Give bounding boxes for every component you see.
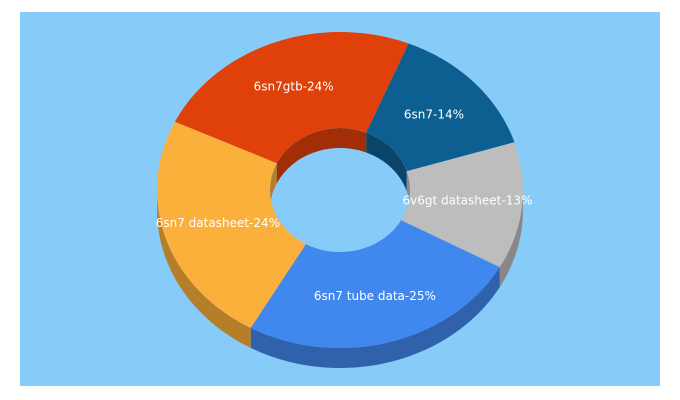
slice: [157, 121, 306, 328]
slice-label: 6sn7 tube data-25%: [314, 289, 436, 303]
slice-label: 6v6gt datasheet-13%: [403, 194, 533, 208]
slice-label: 6sn7-14%: [404, 107, 464, 121]
slice: [366, 43, 515, 172]
slice-inner-side: [276, 128, 367, 184]
slice-side: [157, 190, 251, 348]
slice-label: 6sn7 datasheet-24%: [156, 216, 280, 230]
slice-inner-side: [366, 132, 407, 192]
slice: [174, 32, 409, 164]
slice-side: [250, 267, 500, 368]
slice-label: 6sn7gtb-24%: [254, 79, 334, 93]
slice: [401, 142, 523, 268]
slice-side: [499, 190, 523, 288]
slice-inner-side: [270, 163, 277, 210]
slice: [250, 220, 500, 348]
